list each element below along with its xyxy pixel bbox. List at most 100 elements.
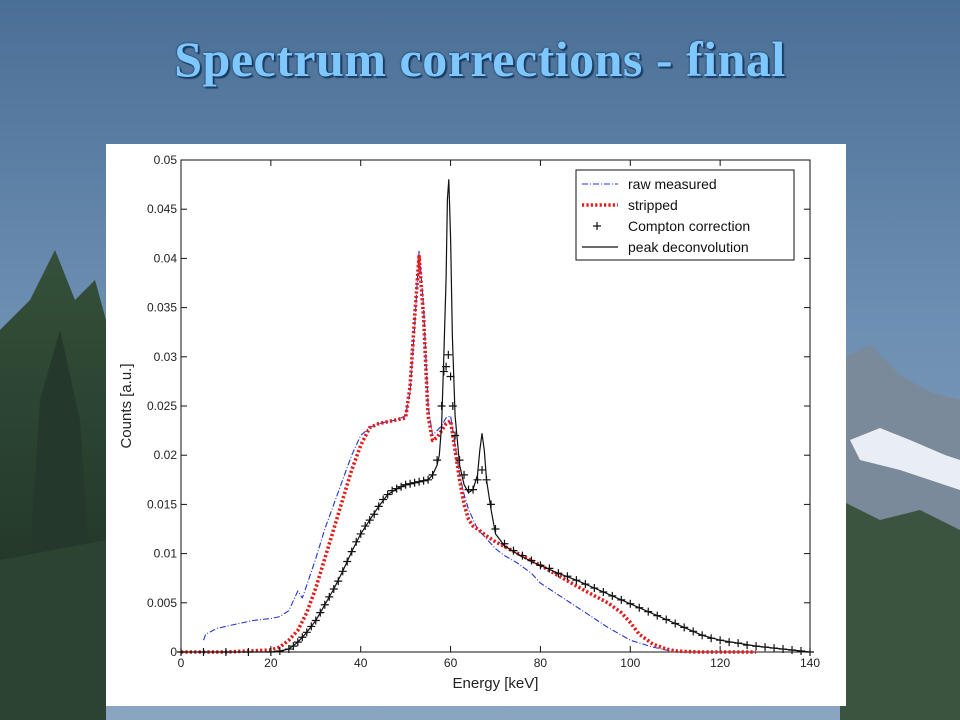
data-point-marker <box>478 465 487 474</box>
data-point-marker <box>370 510 379 519</box>
y-tick-label: 0.015 <box>147 497 177 511</box>
data-point-marker <box>356 529 365 538</box>
x-tick-label: 0 <box>178 656 185 670</box>
data-point-marker <box>338 567 347 576</box>
y-tick-label: 0.01 <box>154 547 178 561</box>
data-point-marker <box>707 634 716 643</box>
series-compton-correction <box>177 350 814 656</box>
data-point-marker <box>439 367 448 376</box>
data-point-marker <box>325 592 334 601</box>
data-point-marker <box>644 607 653 616</box>
data-point-marker <box>361 522 370 531</box>
data-point-marker <box>491 525 500 533</box>
y-tick-label: 0.04 <box>154 251 178 265</box>
data-point-marker <box>244 648 253 656</box>
data-point-marker <box>352 537 361 546</box>
x-tick-label: 140 <box>800 656 820 670</box>
data-point-marker <box>734 639 743 648</box>
data-point-marker <box>379 495 388 504</box>
x-tick-label: 40 <box>354 656 368 670</box>
legend-box <box>575 169 795 261</box>
data-point-marker <box>442 362 451 371</box>
y-tick-label: 0.05 <box>154 153 178 167</box>
data-point-marker <box>401 480 410 489</box>
legend-entry-label: peak deconvolution <box>628 239 749 255</box>
data-point-marker <box>536 561 545 570</box>
data-point-marker <box>298 633 307 642</box>
data-point-marker <box>689 627 698 636</box>
data-point-marker <box>608 591 617 600</box>
data-point-marker <box>761 643 770 652</box>
data-point-marker <box>482 475 491 484</box>
data-point-marker <box>487 500 496 509</box>
y-axis-label: Counts [a.u.] <box>118 363 135 448</box>
data-point-marker <box>635 603 644 612</box>
chart-panel: 0 20 40 60 80 100 120 140 0 0.005 0.01 0.015 0.02 0.0… <box>106 144 846 706</box>
data-point-marker <box>779 645 788 654</box>
data-point-marker <box>334 577 343 586</box>
data-point-marker <box>397 482 406 491</box>
legend-entry-label: stripped <box>628 197 678 213</box>
data-point-marker <box>653 611 662 620</box>
data-point-marker <box>365 516 374 525</box>
data-point-marker <box>415 477 424 486</box>
x-tick-label: 60 <box>444 656 458 670</box>
legend-entry-label: Compton correction <box>628 218 750 234</box>
y-tick-label: 0 <box>170 645 177 659</box>
data-point-marker <box>509 546 518 555</box>
data-point-marker <box>563 572 572 581</box>
data-point-marker <box>770 644 779 653</box>
x-tick-label: 120 <box>710 656 730 670</box>
data-point-marker <box>302 628 311 637</box>
data-point-marker <box>383 490 392 499</box>
y-tick-label: 0.025 <box>147 399 177 413</box>
y-tick-label: 0.02 <box>154 448 178 462</box>
data-point-marker <box>698 631 707 640</box>
data-point-marker <box>626 599 635 608</box>
data-point-marker <box>599 587 608 596</box>
data-point-marker <box>392 484 401 493</box>
data-point-marker <box>788 646 797 655</box>
data-point-marker <box>347 547 356 556</box>
data-point-marker <box>406 479 415 488</box>
data-point-marker <box>716 636 725 645</box>
data-point-marker <box>199 648 208 656</box>
data-point-marker <box>446 372 455 381</box>
data-point-marker <box>797 647 806 656</box>
data-point-marker <box>437 402 446 410</box>
data-point-marker <box>680 623 689 632</box>
slide-title: Spectrum corrections - final <box>174 31 786 87</box>
data-point-marker <box>469 485 478 494</box>
data-point-marker <box>410 478 419 487</box>
data-point-marker <box>444 350 453 359</box>
data-point-marker <box>572 576 581 585</box>
data-point-marker <box>177 648 185 656</box>
series-layer <box>177 179 814 656</box>
data-point-marker <box>473 475 482 484</box>
data-point-marker <box>451 431 460 440</box>
data-point-marker <box>460 470 469 479</box>
data-point-marker <box>343 557 352 566</box>
data-point-marker <box>289 642 298 651</box>
data-point-marker <box>266 648 275 656</box>
data-point-marker <box>428 470 437 479</box>
x-tick-label: 20 <box>264 656 278 670</box>
data-point-marker <box>374 502 383 511</box>
series-line-stripped <box>181 254 757 654</box>
data-point-marker <box>448 402 457 410</box>
data-point-marker <box>725 638 734 647</box>
data-point-marker <box>617 595 626 604</box>
data-point-marker <box>388 486 397 495</box>
y-tick-label: 0.045 <box>147 202 177 216</box>
data-point-marker <box>320 600 329 609</box>
data-point-marker <box>419 476 428 485</box>
data-point-marker <box>743 641 752 650</box>
data-point-marker <box>275 647 284 656</box>
data-point-marker <box>311 616 320 625</box>
data-point-marker <box>329 585 338 594</box>
data-point-marker <box>527 556 536 565</box>
data-point-marker <box>554 569 563 578</box>
data-point-marker <box>806 648 814 656</box>
data-point-marker <box>518 551 527 560</box>
axes: 0 20 40 60 80 100 120 140 0 0.005 0.01 0.015 0.02 0.0… <box>147 153 820 670</box>
